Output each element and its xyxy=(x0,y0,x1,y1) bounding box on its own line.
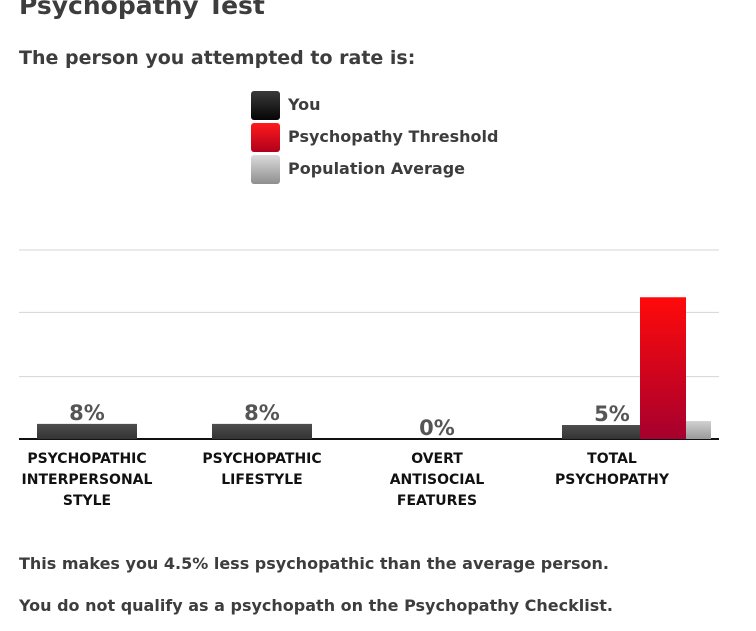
category-label-line: FEATURES xyxy=(397,493,477,509)
bar-threshold-4 xyxy=(640,297,686,439)
value-label-4: 5% xyxy=(594,402,630,426)
category-label-4: TOTAL PSYCHOPATHY xyxy=(555,451,670,488)
category-label-line: PSYCHOPATHIC xyxy=(27,451,146,467)
category-label-line: PSYCHOPATHIC xyxy=(202,451,321,467)
category-label-line: TOTAL xyxy=(587,451,637,467)
category-label-line: OVERT xyxy=(411,451,463,467)
value-label-2: 8% xyxy=(244,401,280,425)
category-label-line: ANTISOCIAL xyxy=(390,472,485,488)
legend-swatch-threshold xyxy=(251,123,280,152)
bar-you-4 xyxy=(562,425,661,439)
legend-swatch-average xyxy=(251,155,280,184)
result-comparison-text: This makes you 4.5% less psychopathic th… xyxy=(19,554,609,573)
category-label-line: STYLE xyxy=(63,493,111,509)
category-label-3: OVERT ANTISOCIAL FEATURES xyxy=(390,451,485,509)
value-label-3: 0% xyxy=(419,416,455,440)
legend-swatch-you xyxy=(251,91,280,120)
legend-label-threshold: Psychopathy Threshold xyxy=(288,127,499,146)
bar-you-1 xyxy=(37,423,137,439)
category-label-line: PSYCHOPATHY xyxy=(555,472,670,488)
chart-bars xyxy=(37,297,711,439)
value-label-1: 8% xyxy=(69,401,105,425)
page-title: Psychopathy Test xyxy=(19,0,265,20)
legend-label-average: Population Average xyxy=(288,159,466,178)
bar-you-2 xyxy=(212,423,312,439)
result-qualification-text: You do not qualify as a psychopath on th… xyxy=(19,596,613,615)
legend-label-you: You xyxy=(288,95,321,114)
category-label-1: PSYCHOPATHIC INTERPERSONAL STYLE xyxy=(22,451,153,509)
page-subtitle: The person you attempted to rate is: xyxy=(19,47,416,69)
psychopathy-bar-chart: 8% PSYCHOPATHIC INTERPERSONAL STYLE 8% PSYCHO… xyxy=(19,249,719,509)
category-label-line: INTERPERSONAL xyxy=(22,472,153,488)
category-label-line: LIFESTYLE xyxy=(221,472,303,488)
category-label-2: PSYCHOPATHIC LIFESTYLE xyxy=(202,451,321,488)
bar-average-4 xyxy=(686,421,711,439)
chart-labels: 8% PSYCHOPATHIC INTERPERSONAL STYLE 8% PSYCHO… xyxy=(22,401,670,509)
